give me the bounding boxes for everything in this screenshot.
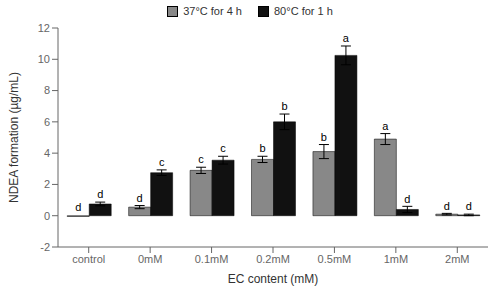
svg-text:12: 12 (38, 22, 50, 34)
html-text:80°C for 1 h: 80°C for 1 h (274, 5, 333, 17)
svg-text:a: a (343, 32, 350, 44)
svg-text:d: d (444, 200, 450, 212)
svg-text:c: c (159, 156, 165, 168)
svg-text:EC content (mM): EC content (mM) (228, 272, 319, 286)
svg-text:1mM: 1mM (384, 253, 408, 265)
svg-text:0: 0 (44, 210, 50, 222)
svg-text:d: d (404, 193, 410, 205)
svg-text:NDEA formation (µg/mL): NDEA formation (µg/mL) (8, 72, 21, 203)
html-text:37°C for 4 h: 37°C for 4 h (183, 5, 242, 17)
svg-text:0mM: 0mM (138, 253, 162, 265)
svg-text:0.2mM: 0.2mM (256, 253, 290, 265)
svg-text:4: 4 (44, 147, 50, 159)
svg-text:control: control (72, 253, 105, 265)
svg-text:a: a (382, 120, 389, 132)
svg-text:d: d (75, 201, 81, 213)
svg-text:10: 10 (38, 53, 50, 65)
svg-text:b: b (281, 100, 287, 112)
svg-text:c: c (198, 153, 204, 165)
svg-text:6: 6 (44, 116, 50, 128)
svg-text:2mM: 2mM (445, 253, 469, 265)
svg-text:d: d (137, 192, 143, 204)
svg-text:0.5mM: 0.5mM (318, 253, 352, 265)
svg-text:2: 2 (44, 178, 50, 190)
svg-text:d: d (466, 200, 472, 212)
svg-text:-2: -2 (40, 241, 50, 253)
svg-text:b: b (321, 131, 327, 143)
svg-text:b: b (259, 142, 265, 154)
svg-text:8: 8 (44, 84, 50, 96)
svg-text:0.1mM: 0.1mM (195, 253, 229, 265)
svg-text:d: d (97, 188, 103, 200)
svg-text:c: c (220, 142, 226, 154)
